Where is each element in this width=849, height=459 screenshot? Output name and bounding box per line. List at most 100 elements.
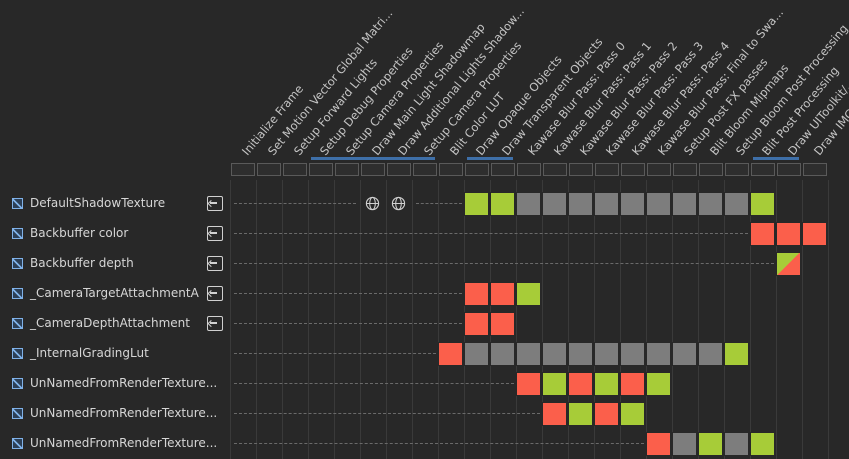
- globe-icon[interactable]: [391, 196, 406, 211]
- resource-access-cell-alive[interactable]: [672, 342, 697, 366]
- resource-name[interactable]: _InternalGradingLut: [30, 346, 149, 360]
- resource-name[interactable]: UnNamedFromRenderTexture...: [30, 406, 218, 420]
- resource-access-cell-write[interactable]: [776, 222, 801, 246]
- pass-header-cell[interactable]: [543, 163, 567, 176]
- resource-access-cell-read[interactable]: [516, 282, 541, 306]
- resource-access-cell-read[interactable]: [646, 372, 671, 396]
- resource-row[interactable]: Backbuffer color: [0, 222, 849, 246]
- resource-access-cell-rw[interactable]: [776, 252, 801, 276]
- resource-access-cell-alive[interactable]: [464, 342, 489, 366]
- pass-header-cell[interactable]: [647, 163, 671, 176]
- resource-row[interactable]: _CameraTargetAttachmentA: [0, 282, 849, 306]
- resource-access-cell-alive[interactable]: [594, 342, 619, 366]
- resource-access-cell-write[interactable]: [516, 372, 541, 396]
- resource-row[interactable]: UnNamedFromRenderTexture...: [0, 432, 849, 456]
- resource-row[interactable]: DefaultShadowTexture: [0, 192, 849, 216]
- resource-access-cell-write[interactable]: [802, 222, 827, 246]
- resource-access-cell-read[interactable]: [750, 432, 775, 456]
- resource-name[interactable]: UnNamedFromRenderTexture...: [30, 376, 218, 390]
- resource-access-cell-alive[interactable]: [516, 342, 541, 366]
- texture-icon: [12, 348, 23, 359]
- pass-header-cell[interactable]: [699, 163, 723, 176]
- resource-row[interactable]: _InternalGradingLut: [0, 342, 849, 366]
- resource-access-cell-write[interactable]: [464, 312, 489, 336]
- pass-header-cell[interactable]: [673, 163, 697, 176]
- resource-lifetime-line: [234, 203, 356, 204]
- pass-header-cell[interactable]: [725, 163, 749, 176]
- resource-access-cell-alive[interactable]: [698, 342, 723, 366]
- resource-access-cell-read[interactable]: [464, 192, 489, 216]
- resource-access-cell-write[interactable]: [568, 372, 593, 396]
- resource-access-cell-alive[interactable]: [516, 192, 541, 216]
- resource-row[interactable]: Backbuffer depth: [0, 252, 849, 276]
- pass-header-cell[interactable]: [777, 163, 801, 176]
- resource-access-cell-write[interactable]: [438, 342, 463, 366]
- resource-access-cell-alive[interactable]: [724, 432, 749, 456]
- pass-header-cell[interactable]: [439, 163, 463, 176]
- resource-access-cell-read[interactable]: [724, 342, 749, 366]
- resource-access-cell-alive[interactable]: [724, 192, 749, 216]
- resource-access-cell-read[interactable]: [698, 432, 723, 456]
- resource-access-cell-read[interactable]: [542, 372, 567, 396]
- resource-access-cell-write[interactable]: [750, 222, 775, 246]
- column-divider: [386, 180, 387, 459]
- pass-header-cell[interactable]: [413, 163, 437, 176]
- resource-row[interactable]: UnNamedFromRenderTexture...: [0, 372, 849, 396]
- pass-header-cell[interactable]: [517, 163, 541, 176]
- pass-header-cell[interactable]: [309, 163, 333, 176]
- resource-name[interactable]: _CameraDepthAttachment: [30, 316, 190, 330]
- resource-access-cell-alive[interactable]: [542, 192, 567, 216]
- resource-name[interactable]: UnNamedFromRenderTexture...: [30, 436, 218, 450]
- pass-header-cell[interactable]: [491, 163, 515, 176]
- pass-header-cell[interactable]: [231, 163, 255, 176]
- resource-access-cell-alive[interactable]: [594, 192, 619, 216]
- resource-access-cell-write[interactable]: [464, 282, 489, 306]
- resource-access-cell-write[interactable]: [646, 432, 671, 456]
- resource-access-cell-alive[interactable]: [542, 342, 567, 366]
- resource-access-cell-read[interactable]: [620, 402, 645, 426]
- resource-access-cell-alive[interactable]: [620, 342, 645, 366]
- resource-access-cell-alive[interactable]: [646, 342, 671, 366]
- pass-header-cell[interactable]: [465, 163, 489, 176]
- resource-access-cell-alive[interactable]: [698, 192, 723, 216]
- pass-header-cell[interactable]: [569, 163, 593, 176]
- resource-lifetime-line: [234, 443, 644, 444]
- column-divider: [828, 180, 829, 459]
- resource-name[interactable]: _CameraTargetAttachmentA: [30, 286, 199, 300]
- pass-header-cell[interactable]: [803, 163, 827, 176]
- resource-access-cell-read[interactable]: [594, 372, 619, 396]
- pass-header-cell[interactable]: [621, 163, 645, 176]
- resource-row[interactable]: _CameraDepthAttachment: [0, 312, 849, 336]
- pass-header-cell[interactable]: [387, 163, 411, 176]
- resource-name[interactable]: DefaultShadowTexture: [30, 196, 166, 210]
- resource-access-cell-alive[interactable]: [646, 192, 671, 216]
- pass-header-cell[interactable]: [361, 163, 385, 176]
- resource-access-cell-write[interactable]: [620, 372, 645, 396]
- resource-access-cell-alive[interactable]: [568, 342, 593, 366]
- resource-access-cell-alive[interactable]: [490, 342, 515, 366]
- resource-name[interactable]: Backbuffer color: [30, 226, 129, 240]
- resource-access-cell-read[interactable]: [490, 192, 515, 216]
- pass-header-cell[interactable]: [595, 163, 619, 176]
- resource-access-cell-alive[interactable]: [672, 192, 697, 216]
- resource-lifetime-line: [234, 293, 462, 294]
- resource-access-cell-alive[interactable]: [620, 192, 645, 216]
- resource-access-cell-write[interactable]: [490, 312, 515, 336]
- resource-access-cell-read[interactable]: [568, 402, 593, 426]
- resource-access-cell-alive[interactable]: [568, 192, 593, 216]
- pass-header-cell[interactable]: [751, 163, 775, 176]
- pass-header-cell[interactable]: [335, 163, 359, 176]
- resource-row[interactable]: UnNamedFromRenderTexture...: [0, 402, 849, 426]
- column-divider: [698, 180, 699, 459]
- resource-access-cell-read[interactable]: [750, 192, 775, 216]
- resource-access-cell-write[interactable]: [542, 402, 567, 426]
- texture-icon: [12, 258, 23, 269]
- pass-header-cell[interactable]: [283, 163, 307, 176]
- resource-access-cell-write[interactable]: [594, 402, 619, 426]
- pass-header-cell[interactable]: [257, 163, 281, 176]
- globe-icon[interactable]: [365, 196, 380, 211]
- resource-name[interactable]: Backbuffer depth: [30, 256, 134, 270]
- resource-access-cell-alive[interactable]: [672, 432, 697, 456]
- resource-access-cell-write[interactable]: [490, 282, 515, 306]
- pass-group-bar: [753, 157, 799, 160]
